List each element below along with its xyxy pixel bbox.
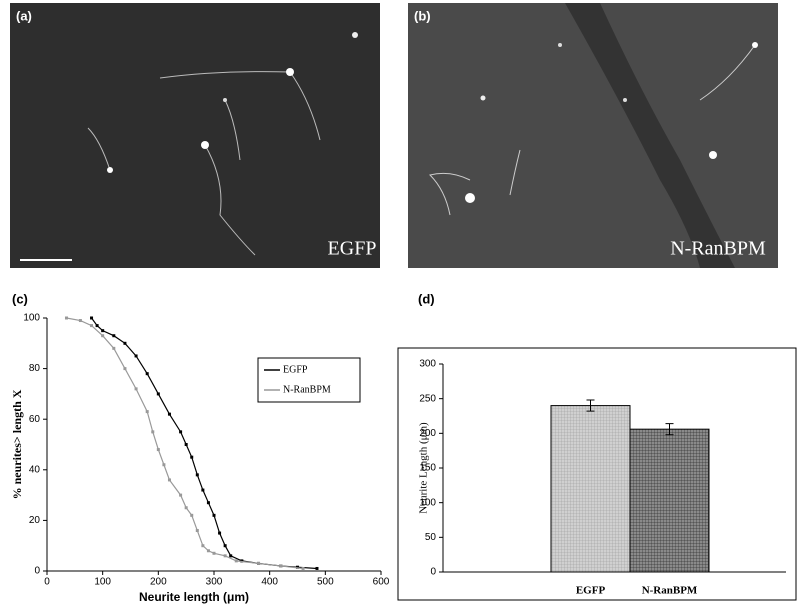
point xyxy=(223,554,227,558)
point xyxy=(167,478,171,482)
point xyxy=(90,316,94,320)
point xyxy=(223,544,227,548)
legend-label: N-RanBPM xyxy=(283,384,331,395)
y-tick-label: 300 xyxy=(419,359,436,370)
legend-label: EGFP xyxy=(283,364,308,375)
point xyxy=(179,493,183,497)
point xyxy=(206,501,210,505)
micrograph-b: N-RanBPM (b) xyxy=(408,3,778,268)
point xyxy=(190,513,194,517)
point xyxy=(279,564,283,568)
y-tick-label: 40 xyxy=(29,464,41,475)
point xyxy=(179,430,183,434)
y-tick-label: 250 xyxy=(419,393,436,404)
y-tick-label: 80 xyxy=(29,363,41,374)
error-bar xyxy=(586,399,595,412)
point xyxy=(64,316,68,320)
x-tick-label: 600 xyxy=(373,577,390,588)
image-label: EGFP xyxy=(328,238,377,260)
point xyxy=(201,544,205,548)
point xyxy=(78,319,82,323)
y-tick-label: 100 xyxy=(419,497,436,508)
bar xyxy=(550,405,631,573)
point xyxy=(257,561,261,565)
panel-label: (c) xyxy=(12,291,28,306)
point xyxy=(95,324,99,328)
point xyxy=(101,329,105,333)
point xyxy=(112,346,116,350)
y-axis-label: % neurites> length X xyxy=(10,389,24,499)
panel-label: (b) xyxy=(414,8,431,23)
x-tick-label: 100 xyxy=(94,577,111,588)
x-tick-label: 400 xyxy=(261,577,278,588)
y-tick-label: 0 xyxy=(34,566,40,577)
x-axis-label: Neurite length (μm) xyxy=(139,590,249,604)
legend-box xyxy=(257,357,361,403)
series-line xyxy=(66,317,304,570)
point xyxy=(101,334,105,338)
panel-label: (d) xyxy=(418,291,435,306)
point xyxy=(195,473,199,477)
point xyxy=(240,559,244,563)
point xyxy=(123,341,127,345)
x-tick-label: 300 xyxy=(206,577,223,588)
point xyxy=(229,554,233,558)
point xyxy=(156,448,160,452)
x-tick-label: 500 xyxy=(317,577,334,588)
point xyxy=(206,549,210,553)
chart-frame xyxy=(397,347,797,601)
point xyxy=(195,529,199,533)
y-axis-label: Neurite Length (μm) xyxy=(418,422,430,514)
error-bar xyxy=(665,423,674,436)
image-label: N-RanBPM xyxy=(670,238,766,260)
point xyxy=(145,372,149,376)
point xyxy=(184,443,188,446)
panel-label: (a) xyxy=(16,8,32,23)
point xyxy=(201,488,205,492)
point xyxy=(156,392,160,396)
point xyxy=(151,430,155,434)
point xyxy=(134,387,138,391)
y-tick-label: 50 xyxy=(425,532,437,543)
x-tick-label: N-RanBPM xyxy=(642,585,698,597)
point xyxy=(145,410,149,414)
x-tick-label: 0 xyxy=(44,577,50,588)
point xyxy=(315,566,319,570)
point xyxy=(234,559,238,563)
point xyxy=(134,354,138,358)
series-line xyxy=(91,317,318,570)
point xyxy=(301,566,305,570)
y-tick-label: 20 xyxy=(29,515,41,526)
point xyxy=(212,551,216,555)
point xyxy=(123,367,127,371)
point xyxy=(112,334,116,338)
point xyxy=(162,463,166,467)
point xyxy=(90,324,94,328)
y-tick-label: 0 xyxy=(430,567,436,578)
point xyxy=(184,506,188,510)
y-tick-label: 150 xyxy=(419,463,436,474)
y-tick-label: 200 xyxy=(419,428,436,439)
point xyxy=(167,412,171,416)
micrograph-a: EGFP (a) xyxy=(10,3,380,268)
point xyxy=(190,455,194,459)
point xyxy=(212,513,216,517)
x-tick-label: 200 xyxy=(150,577,167,588)
point xyxy=(296,565,299,569)
y-tick-label: 100 xyxy=(23,313,40,324)
point xyxy=(218,531,222,535)
y-tick-label: 60 xyxy=(29,414,41,425)
bar xyxy=(629,428,710,573)
x-tick-label: EGFP xyxy=(576,585,606,597)
